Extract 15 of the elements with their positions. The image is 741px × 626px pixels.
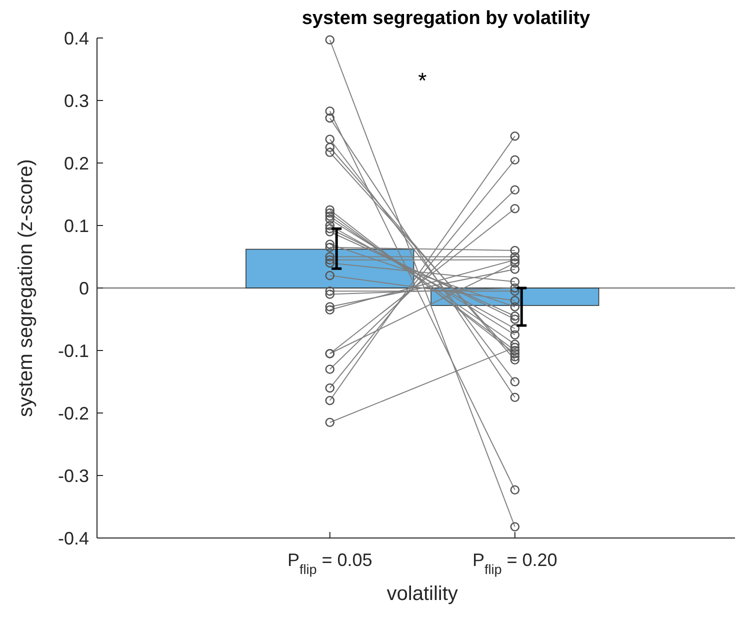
y-tick-label: -0.1 bbox=[58, 340, 89, 361]
y-tick-label: 0.2 bbox=[64, 153, 89, 174]
x-tick-label: P$_{flip}$ = 0.05 bbox=[287, 550, 372, 576]
y-tick-label: -0.3 bbox=[58, 466, 89, 486]
chart-title: system segregation by volatility bbox=[302, 8, 591, 29]
y-tick-label: -0.4 bbox=[58, 528, 89, 548]
annotation: * bbox=[418, 68, 428, 93]
y-tick-label: 0.1 bbox=[64, 216, 89, 236]
y-axis-title: system segregation (z-score) bbox=[15, 159, 37, 417]
y-tick-label: 0.3 bbox=[64, 90, 89, 111]
x-tick-label: P$_{flip}$ = 0.20 bbox=[472, 550, 558, 576]
y-tick-label: 0 bbox=[78, 278, 89, 298]
y-tick-label: -0.2 bbox=[58, 403, 89, 424]
y-tick-label: 0.4 bbox=[64, 28, 89, 48]
x-axis-title: volatility bbox=[386, 583, 458, 605]
